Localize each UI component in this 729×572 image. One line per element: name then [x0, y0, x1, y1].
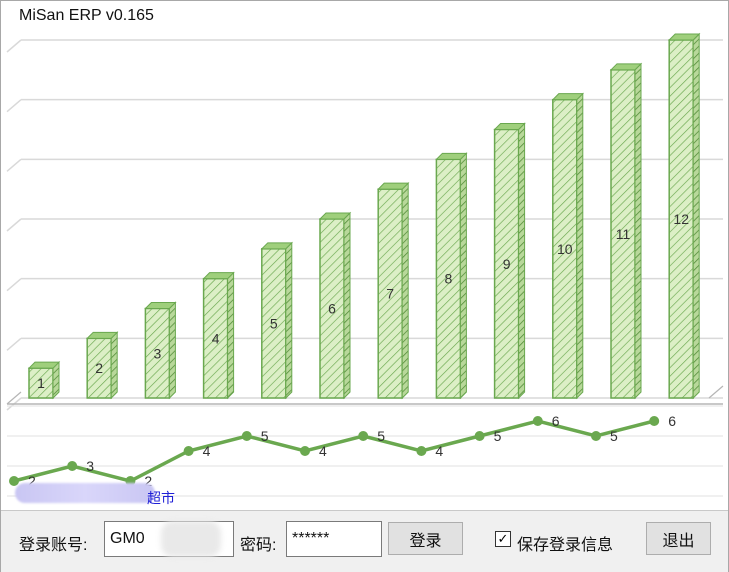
bar-side	[459, 152, 467, 400]
bar-top	[609, 63, 643, 71]
line-data-label: 5	[261, 428, 269, 444]
bar-top	[376, 182, 410, 190]
bar-side	[692, 32, 700, 400]
bar-side	[168, 301, 176, 400]
bar-data-label: 1	[37, 375, 45, 391]
bar-top	[435, 152, 468, 160]
line-point	[67, 461, 78, 471]
bar-data-label: 2	[95, 360, 103, 376]
bar-floor-side	[6, 391, 22, 405]
line-point	[649, 416, 660, 426]
bar-data-label: 4	[212, 330, 220, 346]
line-point	[183, 446, 194, 456]
line-point	[358, 431, 369, 441]
bar-gridline-side	[6, 39, 22, 53]
line-data-label: 6	[668, 413, 676, 429]
bar-top	[493, 123, 526, 130]
login-bar: 登录账号: GM0 密码: ****** 登录 ✓ 保存登录信息 退出	[1, 510, 728, 572]
line-data-label: 3	[86, 458, 94, 474]
bar	[610, 69, 636, 399]
bar	[86, 337, 112, 399]
bar-top	[667, 33, 701, 41]
bar-side	[110, 331, 118, 400]
bar-top	[551, 93, 585, 101]
account-label: 登录账号:	[19, 537, 88, 554]
bar-data-label: 11	[616, 226, 631, 242]
series-line	[13, 419, 655, 483]
store-link[interactable]: 超市	[147, 490, 175, 506]
bar-side	[343, 211, 351, 400]
bar	[377, 188, 403, 399]
line-data-label: 5	[377, 428, 385, 444]
bar-gridline-side	[6, 99, 22, 113]
bar-floor-right	[708, 385, 724, 399]
line-data-label: 5	[610, 428, 618, 444]
bar-side	[634, 62, 642, 400]
line-point	[591, 431, 601, 441]
bar-data-label: 8	[445, 271, 453, 287]
line-point	[416, 446, 427, 456]
save-info-label[interactable]: 保存登录信息	[517, 537, 614, 554]
bar	[202, 277, 229, 399]
bar-data-label: 9	[503, 256, 511, 272]
line-point	[9, 476, 19, 486]
password-input[interactable]: ******	[286, 521, 382, 557]
bar-top	[144, 302, 177, 309]
bar-gridline-side	[6, 337, 22, 351]
window-title: MiSan ERP v0.165	[19, 7, 154, 24]
bar-data-label: 5	[270, 315, 278, 331]
bar-data-label: 7	[386, 286, 394, 302]
password-label: 密码:	[240, 537, 277, 554]
account-blur	[161, 521, 221, 557]
save-info-checkbox[interactable]: ✓	[495, 531, 511, 547]
line-point	[532, 416, 543, 426]
bar	[319, 218, 345, 399]
bar-gridline-side	[6, 218, 22, 232]
bar-side	[401, 181, 409, 400]
bar-top	[202, 272, 235, 280]
bar-side	[227, 271, 235, 400]
line-data-label: 4	[319, 443, 327, 459]
line-data-label: 2	[28, 473, 36, 489]
line-data-label: 2	[144, 473, 152, 489]
bar-top	[260, 242, 294, 250]
bar-top	[85, 331, 119, 339]
bar-side	[518, 122, 526, 400]
line-point	[300, 446, 310, 456]
line-point	[241, 431, 252, 441]
bar-data-label: 10	[557, 241, 573, 257]
line-data-label: 4	[203, 443, 211, 459]
login-button[interactable]: 登录	[388, 522, 463, 555]
bar-top	[27, 361, 61, 369]
bar	[552, 98, 578, 399]
bar-side	[285, 241, 293, 400]
bar	[493, 128, 520, 399]
bar-side	[576, 92, 584, 400]
line-point	[474, 431, 485, 441]
line-data-label: 6	[552, 413, 560, 429]
bar-data-label: 3	[154, 345, 162, 361]
line-data-label: 5	[494, 428, 502, 444]
bar-data-label: 6	[328, 301, 336, 317]
exit-button[interactable]: 退出	[646, 522, 711, 555]
bar-top	[318, 212, 352, 220]
bar-gridline-side	[6, 278, 22, 292]
line-data-label: 4	[435, 443, 443, 459]
blurred-store-name	[15, 483, 155, 503]
bar-gridline-side	[6, 158, 22, 172]
bar-data-label: 12	[673, 211, 689, 227]
